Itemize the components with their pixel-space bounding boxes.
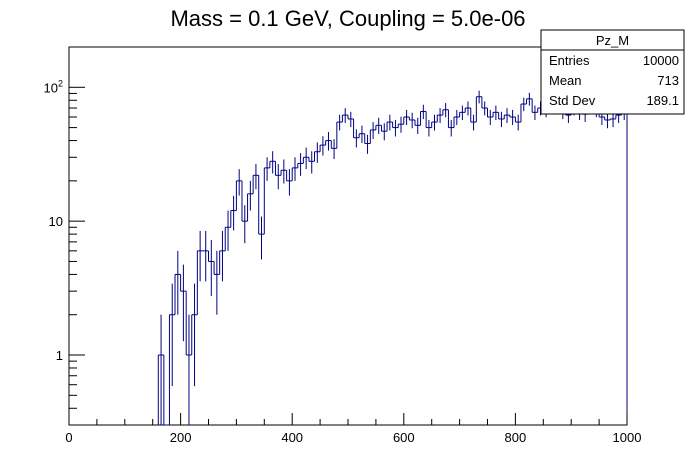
histogram-bin	[263, 157, 270, 235]
histogram-bin	[258, 175, 265, 260]
stats-box-frame	[540, 29, 685, 115]
stats-box-title: Pz_M	[596, 33, 629, 48]
stats-row-label: Mean	[549, 73, 582, 88]
histogram-bin	[168, 283, 176, 425]
histogram-bin	[353, 118, 360, 148]
y-tick-label: 10	[49, 214, 63, 229]
histogram-bin	[470, 108, 477, 131]
stats-box: Pz_M Entries 10000 Mean 713 Std Dev 189.1	[540, 29, 685, 115]
histogram-bin	[380, 123, 388, 141]
histogram-bin	[219, 230, 226, 282]
histogram-bin	[364, 133, 371, 154]
histogram-bin	[503, 108, 510, 123]
histogram-bin	[191, 283, 198, 387]
histogram-bin	[325, 132, 332, 151]
histogram-bin	[196, 230, 203, 315]
histogram-bin	[514, 114, 521, 131]
histogram-bin	[302, 147, 309, 170]
histogram-bin	[509, 109, 516, 126]
histogram-bin	[286, 169, 293, 196]
x-tick-label: 0	[65, 430, 72, 445]
histogram-bin	[213, 250, 220, 315]
histogram-bin	[347, 111, 354, 128]
x-tick-label: 200	[170, 430, 192, 445]
histogram-bin	[235, 169, 242, 211]
histogram-bin	[425, 111, 432, 137]
histogram-bin	[464, 101, 471, 116]
stats-row-value: 189.1	[646, 93, 679, 108]
histogram-bin	[163, 355, 170, 426]
histogram-bin	[336, 114, 343, 149]
histogram-bin	[481, 96, 488, 116]
histogram-bin	[314, 142, 321, 163]
histogram-bin	[431, 114, 438, 131]
histogram-bin	[269, 151, 276, 174]
histogram-bin	[475, 90, 482, 123]
histogram-bin	[375, 117, 382, 134]
x-tick-label: 600	[393, 430, 415, 445]
x-tick-label: 400	[281, 430, 303, 445]
y-tick-label: 102	[44, 78, 63, 95]
histogram-bin	[241, 180, 248, 244]
histogram-bin	[319, 136, 326, 156]
histogram-bin	[274, 161, 282, 190]
histogram-bin	[247, 180, 254, 222]
histogram-bin	[403, 109, 410, 126]
y-tick-label: 1	[56, 348, 63, 363]
histogram-bin	[224, 210, 231, 251]
histogram-bin	[308, 151, 315, 174]
histogram-bin	[291, 157, 298, 181]
x-tick-label: 1000	[613, 430, 642, 445]
axes: 0 200 400 600 800 1000 1 10 102	[44, 46, 642, 445]
histogram-bin	[252, 164, 259, 194]
histogram-bin	[397, 116, 404, 133]
histogram-bin	[604, 112, 611, 129]
histogram-bin	[330, 139, 337, 160]
histogram-bin	[392, 119, 399, 137]
histogram-bin	[174, 250, 181, 315]
histogram-bin	[487, 108, 494, 126]
histogram-bin	[442, 103, 449, 118]
histogram-bin	[492, 105, 499, 121]
histogram-bin	[520, 97, 527, 123]
histogram-bin	[180, 264, 187, 342]
histogram-bin	[369, 122, 376, 144]
histogram-bin	[297, 153, 304, 176]
histogram-bin	[185, 291, 192, 425]
histogram-bin	[202, 230, 209, 282]
histogram-bin	[498, 111, 505, 128]
histogram-bin	[414, 117, 421, 134]
histogram-bin	[341, 108, 348, 123]
histogram-bin	[208, 239, 215, 296]
stats-row-value: 713	[657, 73, 679, 88]
stats-row-label: Std Dev	[549, 93, 596, 108]
histogram-bin	[436, 108, 443, 123]
histogram-bin	[157, 314, 164, 425]
histogram-bin	[358, 125, 365, 144]
histogram-bin	[280, 159, 287, 184]
histogram-bin	[459, 105, 466, 121]
chart-title: Mass = 0.1 GeV, Coupling = 5.0e-06	[170, 6, 525, 31]
histogram-bin	[531, 98, 538, 121]
stats-row-label: Entries	[549, 53, 590, 68]
histogram-bin	[453, 109, 460, 128]
histogram-bin	[386, 114, 393, 132]
x-tick-label: 800	[505, 430, 527, 445]
histogram-bin	[526, 92, 533, 106]
histogram-bin	[447, 109, 455, 137]
histogram-bin	[420, 104, 427, 126]
histogram-bin	[230, 195, 237, 231]
histogram-bin	[408, 112, 415, 129]
stats-row-value: 10000	[643, 53, 679, 68]
